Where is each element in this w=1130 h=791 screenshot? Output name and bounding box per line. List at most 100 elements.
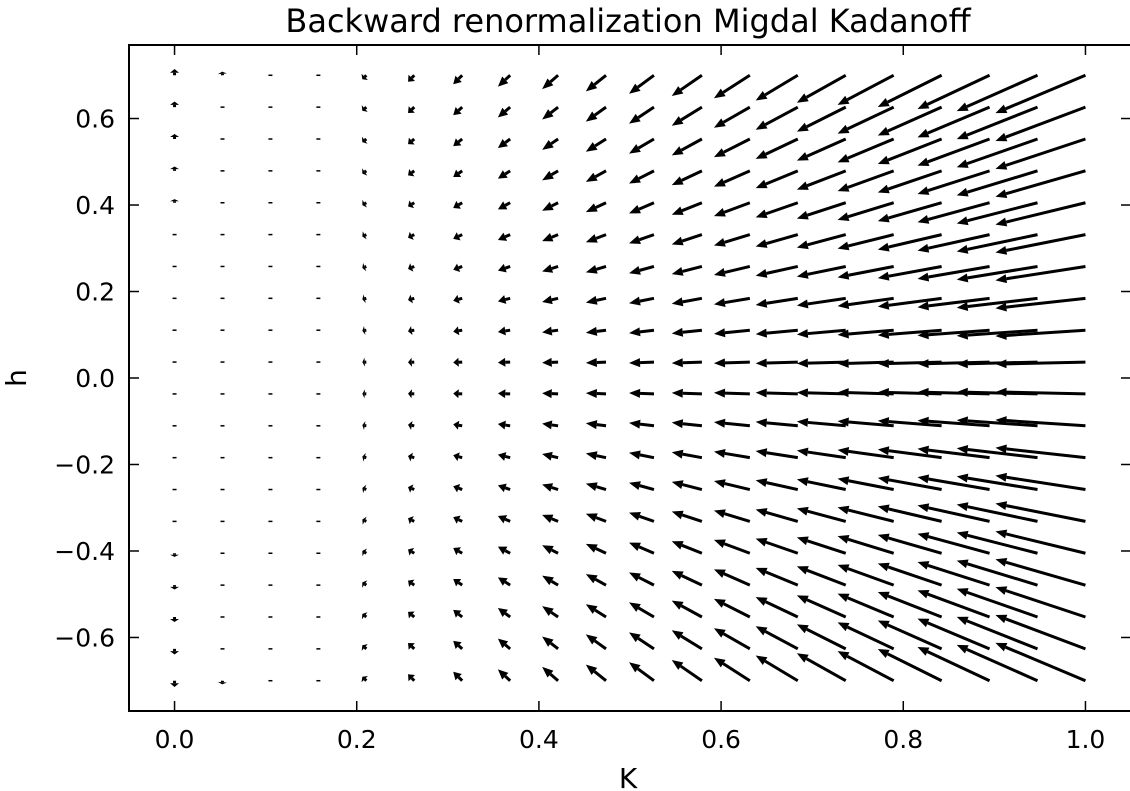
x-tick-label: 0.4 [519,725,559,754]
quiver-arrow [362,580,368,588]
quiver-arrow [956,445,1038,460]
quiver-arrow [713,509,751,523]
quiver-arrow [956,296,1038,311]
quiver-arrow [877,169,943,194]
quiver-arrow [671,201,703,215]
quiver-arrow [995,416,1086,428]
quiver-arrow [170,199,180,203]
quiver-arrow [453,671,464,682]
quiver-arrow [497,420,511,430]
quiver-arrow [917,646,991,683]
quiver-arrow [755,597,799,619]
quiver-arrow [585,233,607,243]
quiver-arrow [837,505,895,523]
quiver-arrow [629,233,655,244]
quiver-arrow [408,231,415,240]
quiver-arrow [542,420,559,430]
quiver-arrow [408,263,415,272]
quiver-arrow [629,450,655,460]
quiver-arrow [956,559,1038,587]
quiver-arrow [956,502,1038,523]
quiver-arrow [542,514,559,523]
quiver-arrow [217,71,227,76]
quiver-arrow [837,535,895,555]
quiver-arrow [585,664,607,682]
quiver-arrow [713,74,751,99]
quiver-arrow [956,530,1038,555]
quiver-arrow [453,609,464,619]
quiver-arrow [671,419,703,429]
quiver-arrow [713,388,750,398]
quiver-arrow [585,357,607,367]
quiver-arrow [755,169,799,189]
quiver-arrow [542,169,559,181]
quiver-arrow [629,296,655,306]
quiver-arrow [755,508,799,523]
quiver-arrow [585,634,607,651]
chart-title: Backward renormalization Migdal Kadanoff [285,2,971,40]
quiver-arrow [837,417,894,428]
quiver-arrow [796,536,847,555]
quiver-arrow [497,201,511,210]
quiver-arrow [956,233,1038,254]
plot-frame [128,44,1130,712]
quiver-arrow [497,74,512,87]
quiver-arrow [497,638,512,651]
quiver-arrow [542,389,559,399]
quiver-arrow [995,233,1086,255]
quiver-arrow [796,624,847,651]
quiver-arrow [585,137,607,152]
quiver-arrow [671,327,703,337]
quiver-arrow [542,137,559,150]
quiver-arrow [453,452,463,462]
quiver-arrow [877,328,942,339]
quiver-arrow [361,612,368,620]
quiver-arrow [837,233,895,251]
quiver-arrow [837,564,895,587]
quiver-arrow [497,263,511,273]
quiver-arrow [408,106,416,113]
quiver-arrow [629,74,655,94]
quiver-arrow [796,264,847,279]
quiver-arrow [755,567,799,587]
quiver-arrow [995,472,1086,492]
quiver-arrow [408,200,416,209]
quiver-arrow [542,483,559,492]
quiver-arrow [796,73,847,103]
quiver-arrow [542,74,560,90]
quiver-arrow [585,389,607,399]
quiver-arrow [362,389,367,399]
quiver-arrow [837,593,895,619]
y-tick-label: −0.4 [54,537,115,566]
quiver-arrow [497,483,511,493]
quiver-arrow [542,295,559,305]
x-axis-label: K [619,762,638,791]
quiver-arrow [585,451,607,461]
quiver-arrow [671,105,703,126]
y-axis-label: h [0,369,33,387]
quiver-arrow [713,296,751,307]
quiver-arrow [362,484,367,494]
quiver-arrow [497,295,511,304]
quiver-arrow [877,446,942,460]
quiver-arrow [170,648,180,655]
quiver-arrow [995,529,1086,555]
quiver-arrow [361,675,368,683]
quiver-arrow [408,643,416,650]
quiver-arrow [671,265,703,276]
quiver-arrow [713,137,751,158]
quiver-arrow [629,481,655,491]
quiver-arrow [671,510,703,523]
quiver-arrow [796,417,846,428]
quiver-arrow [671,169,703,186]
quiver-arrow [497,452,511,461]
quiver-arrow [362,548,368,557]
quiver-arrow [796,506,847,523]
quiver-arrow [497,515,511,524]
quiver-arrow [408,357,415,367]
quiver-arrow [629,201,655,214]
quiver-arrow [755,538,799,555]
quiver-arrow [956,73,1039,112]
quiver-arrow [361,644,368,651]
